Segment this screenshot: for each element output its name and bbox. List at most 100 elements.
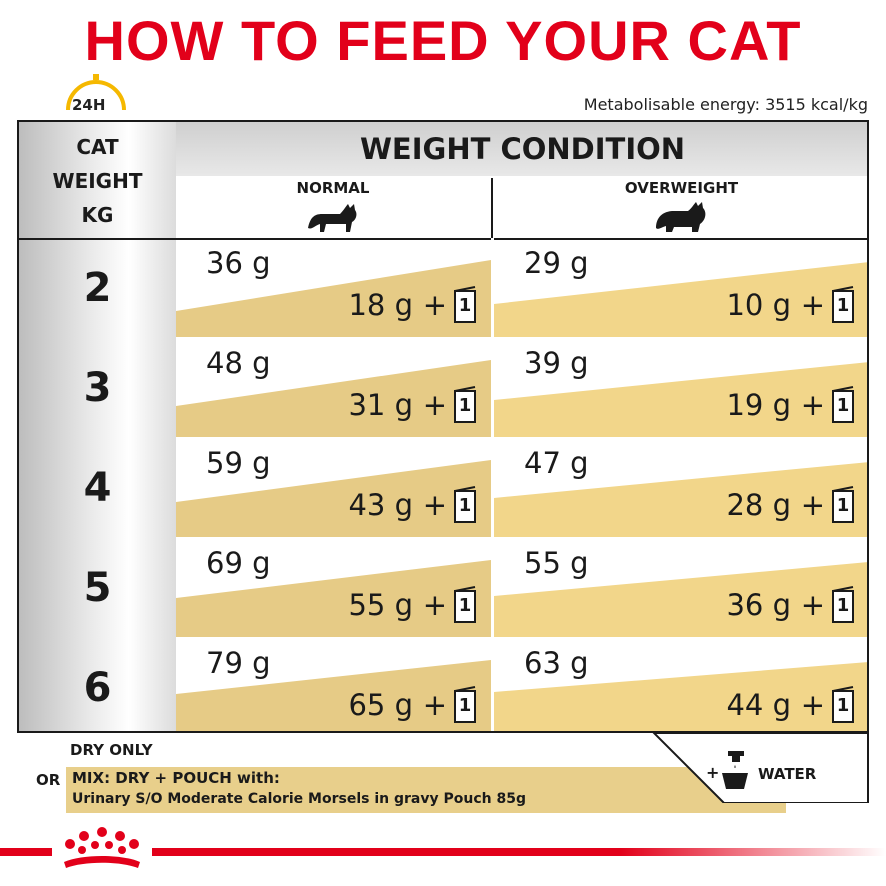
plus-sign: + bbox=[800, 588, 825, 622]
cat-weight-header: CAT WEIGHT KG bbox=[52, 135, 143, 227]
dry-amount: 47 g bbox=[524, 446, 589, 480]
header-divider bbox=[491, 178, 493, 238]
pouch-count: 1 bbox=[458, 695, 472, 716]
mix-wedge bbox=[494, 262, 867, 337]
dry-amount: 48 g bbox=[206, 346, 271, 380]
pouch-count: 1 bbox=[458, 295, 472, 316]
pouch-count: 1 bbox=[836, 695, 850, 716]
mix-dry-amount: 28 g bbox=[726, 488, 791, 522]
normal-cell: 48 g 31 g + 1 bbox=[176, 340, 491, 437]
pouch-icon bbox=[454, 286, 476, 323]
table-row: 3 48 g 31 g + 1 39 g 19 g + 1 bbox=[19, 340, 867, 437]
royal-canin-crown-logo bbox=[52, 826, 152, 876]
mix-wedge bbox=[494, 662, 867, 731]
mix-wedge bbox=[176, 460, 491, 537]
pouch-count: 1 bbox=[836, 395, 850, 416]
weight-condition-header: WEIGHT CONDITION bbox=[176, 122, 867, 176]
pouch-icon bbox=[454, 486, 476, 523]
mix-dry-amount: 55 g bbox=[348, 588, 413, 622]
table-row: 4 59 g 43 g + 1 47 g 28 g + 1 bbox=[19, 440, 867, 537]
mix-wedge bbox=[494, 362, 867, 437]
normal-header: NORMAL bbox=[176, 176, 490, 238]
mix-wedge bbox=[176, 560, 491, 637]
plus-sign: + bbox=[800, 288, 825, 322]
normal-cell: 79 g 65 g + 1 bbox=[176, 640, 491, 731]
pouch-icon bbox=[832, 386, 854, 423]
plus-sign: + bbox=[800, 488, 825, 522]
pouch-icon bbox=[832, 686, 854, 723]
water-label: WATER bbox=[758, 765, 817, 783]
normal-cell: 36 g 18 g + 1 bbox=[176, 240, 491, 337]
row-divider bbox=[176, 337, 867, 340]
column-divider bbox=[491, 238, 494, 731]
mix-dry-amount: 43 g bbox=[348, 488, 413, 522]
plus-sign: + bbox=[800, 388, 825, 422]
pouch-icon bbox=[454, 386, 476, 423]
overweight-cell: 29 g 10 g + 1 bbox=[494, 240, 867, 337]
plus-sign: + bbox=[422, 288, 447, 322]
mix-band bbox=[66, 767, 786, 813]
dry-amount: 69 g bbox=[206, 546, 271, 580]
dry-amount: 29 g bbox=[524, 246, 589, 280]
pouch-icon bbox=[832, 286, 854, 323]
pouch-count: 1 bbox=[458, 395, 472, 416]
cat-weight-kg: 6 bbox=[83, 665, 112, 711]
pouch-count: 1 bbox=[836, 295, 850, 316]
legend: DRY ONLY OR MIX: DRY + POUCH with: Urina… bbox=[0, 733, 886, 843]
mix-dry-amount: 10 g bbox=[726, 288, 791, 322]
table-row: 6 79 g 65 g + 1 63 g 44 g + 1 bbox=[19, 640, 867, 731]
mix-wedge bbox=[494, 562, 867, 637]
mix-dry-amount: 19 g bbox=[726, 388, 791, 422]
cat-overweight-icon bbox=[656, 202, 706, 232]
dry-only-label: DRY ONLY bbox=[70, 741, 153, 759]
clock-label: 24H bbox=[72, 96, 106, 114]
energy-note: Metabolisable energy: 3515 kcal/kg bbox=[583, 95, 868, 114]
mix-dry-amount: 44 g bbox=[726, 688, 791, 722]
plus-sign: + bbox=[422, 488, 447, 522]
clock-24h-icon bbox=[66, 74, 126, 111]
page-title: HOW TO FEED YOUR CAT bbox=[84, 9, 802, 72]
water-plus: + bbox=[706, 763, 720, 782]
plus-sign: + bbox=[422, 588, 447, 622]
pouch-icon bbox=[454, 686, 476, 723]
normal-cell: 59 g 43 g + 1 bbox=[176, 440, 491, 537]
row-divider bbox=[176, 637, 867, 640]
row-divider bbox=[176, 537, 867, 540]
mix-dry-amount: 31 g bbox=[348, 388, 413, 422]
pouch-count: 1 bbox=[836, 495, 850, 516]
mix-dry-amount: 65 g bbox=[348, 688, 413, 722]
table-row: 2 36 g 18 g + 1 29 g 10 g + 1 bbox=[19, 240, 867, 337]
pouch-icon bbox=[454, 586, 476, 623]
header-bottom-line bbox=[19, 238, 867, 240]
mix-wedge bbox=[494, 462, 867, 537]
dry-amount: 55 g bbox=[524, 546, 589, 580]
normal-cell: 69 g 55 g + 1 bbox=[176, 540, 491, 637]
mix-label: MIX: DRY + POUCH with: bbox=[72, 769, 280, 787]
mix-wedge bbox=[176, 660, 491, 731]
plus-sign: + bbox=[800, 688, 825, 722]
weight-column-bg bbox=[19, 122, 176, 731]
water-box bbox=[652, 733, 869, 803]
dry-amount: 39 g bbox=[524, 346, 589, 380]
overweight-cell: 47 g 28 g + 1 bbox=[494, 440, 867, 537]
pouch-icon bbox=[832, 586, 854, 623]
cat-weight-kg: 3 bbox=[83, 365, 112, 411]
mix-wedge bbox=[176, 360, 491, 437]
mix-dry-amount: 36 g bbox=[726, 588, 791, 622]
dry-amount: 59 g bbox=[206, 446, 271, 480]
pouch-count: 1 bbox=[458, 595, 472, 616]
mix-wedge bbox=[176, 260, 491, 337]
overweight-cell: 39 g 19 g + 1 bbox=[494, 340, 867, 437]
dry-amount: 63 g bbox=[524, 646, 589, 680]
pouch-count: 1 bbox=[458, 495, 472, 516]
pouch-icon bbox=[832, 486, 854, 523]
water-tap-bowl-icon bbox=[722, 751, 748, 789]
pouch-product-label: Urinary S/O Moderate Calorie Morsels in … bbox=[72, 791, 526, 807]
overweight-cell: 63 g 44 g + 1 bbox=[494, 640, 867, 731]
overweight-header: OVERWEIGHT bbox=[494, 176, 867, 238]
or-label: OR bbox=[36, 771, 61, 789]
cat-weight-kg: 4 bbox=[83, 465, 112, 511]
plus-sign: + bbox=[422, 688, 447, 722]
cat-weight-kg: 5 bbox=[83, 565, 112, 611]
pouch-count: 1 bbox=[836, 595, 850, 616]
